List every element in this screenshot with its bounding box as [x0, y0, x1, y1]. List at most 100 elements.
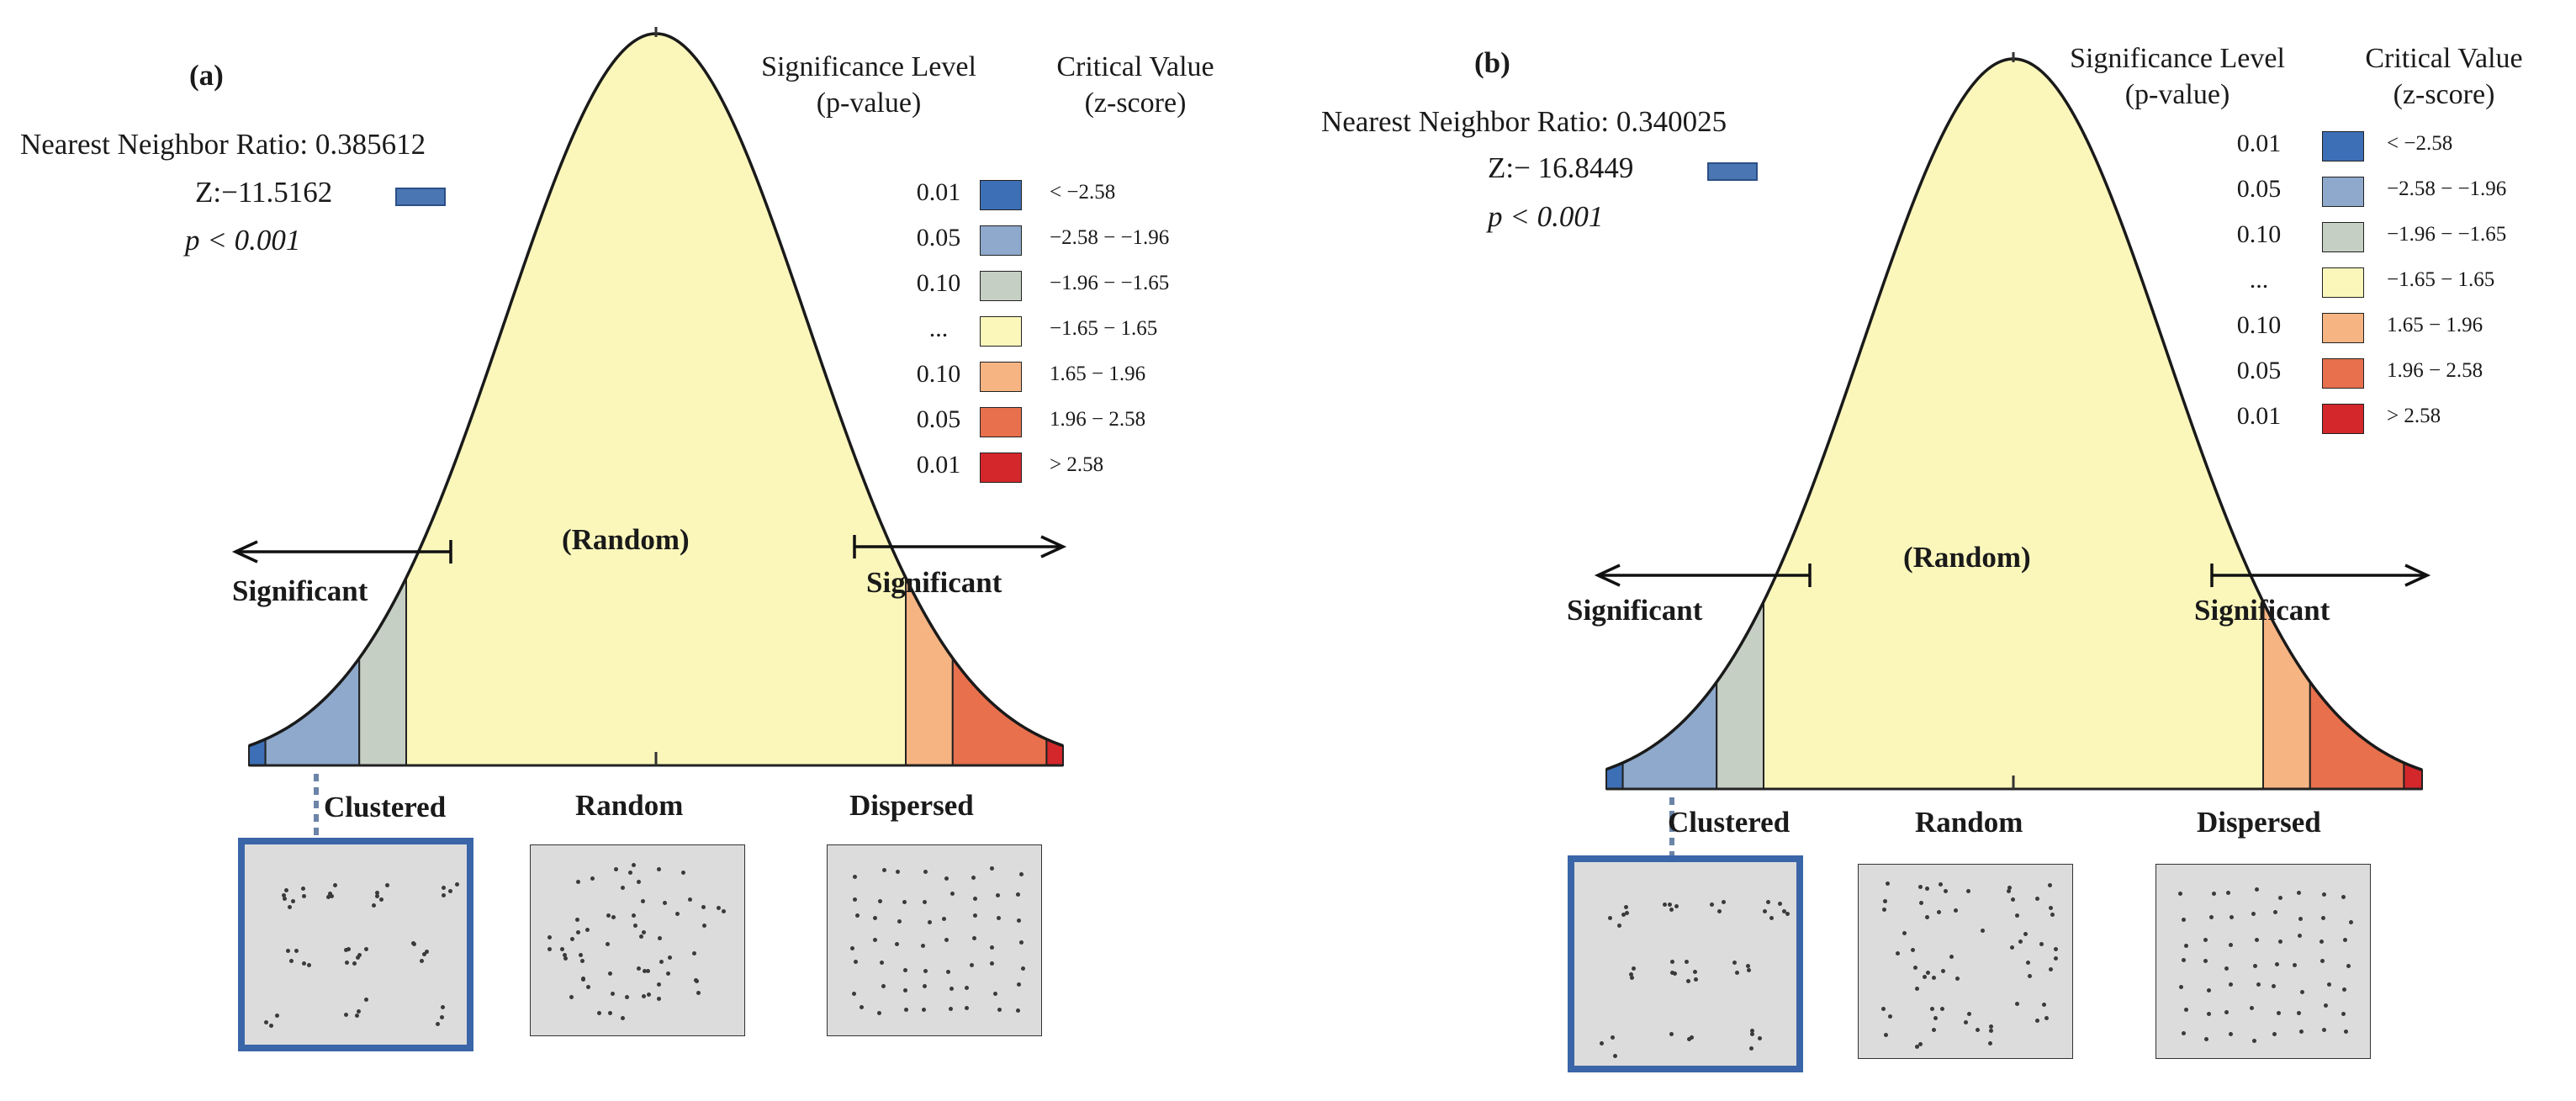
pattern-point — [1669, 960, 1674, 965]
pattern-point — [657, 996, 662, 1001]
legend-swatch — [2322, 358, 2364, 389]
pattern-point — [2178, 985, 2183, 990]
clustered-pattern-box — [238, 838, 473, 1051]
pattern-point — [1690, 1035, 1695, 1040]
pattern-point — [1929, 1006, 1934, 1011]
pattern-point — [2182, 918, 2187, 923]
pattern-point — [606, 941, 610, 946]
pattern-point — [880, 961, 885, 966]
pattern-point — [578, 953, 583, 958]
pattern-point — [658, 936, 663, 941]
pattern-point — [1748, 1045, 1753, 1051]
legend-p-header: Significance Level (p-value) — [730, 49, 1008, 121]
pattern-point — [1685, 978, 1690, 983]
pattern-point — [1016, 918, 1021, 924]
significant-left-label: Significant — [232, 574, 368, 607]
pattern-point — [1918, 885, 1923, 890]
pattern-point — [1610, 1035, 1615, 1040]
pattern-point — [646, 969, 650, 974]
pattern-point — [1663, 903, 1668, 908]
pattern-point — [281, 893, 286, 898]
pattern-point — [411, 941, 416, 946]
pattern-point — [2278, 895, 2283, 900]
clustered-pattern-box — [1568, 855, 1803, 1072]
pattern-point — [2274, 961, 2279, 966]
dispersed-label: Dispersed — [2197, 806, 2321, 839]
pattern-point — [1612, 1054, 1617, 1059]
pattern-point — [2343, 938, 2348, 943]
pattern-point — [964, 1006, 969, 1011]
pattern-point — [263, 1020, 268, 1025]
pattern-point — [1944, 888, 1949, 893]
pattern-point — [1785, 911, 1790, 916]
pattern-point — [949, 986, 955, 991]
pattern-point — [944, 937, 949, 942]
pattern-point — [586, 985, 591, 990]
pattern-point — [1608, 916, 1613, 921]
pattern-point — [563, 956, 568, 961]
significant-right-label: Significant — [866, 566, 1002, 599]
pattern-point — [1716, 908, 1722, 913]
pattern-point — [1745, 964, 1750, 969]
pattern-point — [1750, 1028, 1755, 1033]
pattern-point — [1914, 986, 1919, 991]
legend-p-value: 0.05 — [2236, 357, 2282, 384]
pattern-point — [902, 899, 907, 904]
pattern-point — [1018, 871, 1024, 876]
pattern-point — [881, 983, 886, 988]
left-significance-arrow — [1594, 564, 1812, 587]
pattern-point — [569, 936, 574, 941]
pattern-point — [854, 913, 860, 918]
pattern-point — [1670, 971, 1675, 976]
pattern-point — [1669, 1032, 1674, 1037]
pattern-point — [454, 881, 459, 887]
pattern-point — [2349, 920, 2354, 925]
legend-p-title: Significance Level — [761, 51, 976, 82]
pattern-point — [1917, 1042, 1923, 1047]
pattern-point — [2224, 1009, 2229, 1014]
pattern-point — [346, 946, 351, 951]
pattern-point — [442, 886, 447, 891]
pattern-point — [1781, 909, 1786, 914]
pattern-point — [2346, 964, 2351, 969]
pattern-point — [631, 913, 636, 918]
pattern-point — [1988, 1040, 1993, 1045]
pattern-point — [1777, 902, 1782, 907]
pattern-point — [1667, 902, 1672, 907]
pattern-point — [1980, 929, 1985, 934]
pattern-point — [642, 994, 647, 999]
legend-z-range: 1.96 − 2.58 — [1050, 408, 1146, 431]
pattern-point — [301, 887, 306, 892]
pattern-point — [1989, 1028, 1994, 1033]
legend-z-range: −1.65 − 1.65 — [1050, 317, 1158, 340]
z-score-text: Z:− 16.8449 — [1488, 151, 1634, 184]
random-pattern-box — [1858, 864, 2073, 1059]
pattern-point — [666, 971, 671, 976]
significant-left-label: Significant — [1567, 594, 1703, 627]
pattern-point — [447, 889, 452, 894]
random-pattern-box — [530, 844, 745, 1036]
pattern-point — [1933, 1015, 1938, 1020]
pattern-point — [970, 962, 975, 967]
pattern-point — [2183, 1007, 2188, 1012]
pattern-point — [1757, 1036, 1762, 1041]
pattern-point — [569, 994, 574, 999]
pattern-point — [637, 880, 642, 885]
legend-z-subtitle: (z-score) — [1084, 87, 1187, 119]
pattern-point — [2209, 914, 2214, 919]
pattern-point — [1925, 914, 1930, 919]
pattern-point — [642, 930, 647, 935]
pattern-point — [656, 982, 661, 987]
curve-bin-5 — [905, 577, 954, 766]
pattern-point — [2018, 940, 2023, 945]
pattern-point — [2272, 1032, 2277, 1037]
pattern-point — [659, 959, 664, 964]
pattern-point — [993, 992, 998, 997]
pattern-point — [895, 941, 900, 946]
legend-p-value: 0.01 — [2236, 130, 2282, 157]
pattern-point — [2253, 963, 2258, 968]
p-value-text: p < 0.001 — [1488, 200, 1604, 233]
pattern-point — [2319, 959, 2325, 964]
legend-swatch — [2322, 267, 2364, 298]
pattern-point — [1953, 908, 1958, 913]
